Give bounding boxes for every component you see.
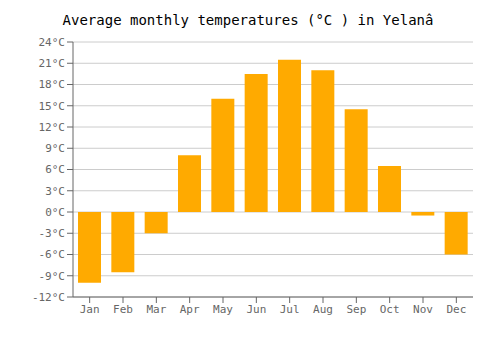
svg-text:Oct: Oct — [380, 303, 400, 316]
svg-text:Dec: Dec — [446, 303, 466, 316]
svg-text:3°C: 3°C — [45, 185, 65, 198]
svg-text:May: May — [213, 303, 233, 316]
svg-text:Sep: Sep — [346, 303, 366, 316]
svg-text:-6°C: -6°C — [39, 248, 66, 261]
svg-text:Nov: Nov — [413, 303, 433, 316]
svg-text:Mar: Mar — [146, 303, 166, 316]
svg-text:Jul: Jul — [280, 303, 300, 316]
svg-text:Jun: Jun — [246, 303, 266, 316]
svg-text:0°C: 0°C — [45, 206, 65, 219]
svg-text:12°C: 12°C — [39, 121, 66, 134]
svg-text:Aug: Aug — [313, 303, 333, 316]
svg-text:24°C: 24°C — [39, 36, 66, 49]
svg-text:21°C: 21°C — [39, 57, 66, 70]
svg-text:Apr: Apr — [180, 303, 200, 316]
svg-text:-3°C: -3°C — [39, 227, 66, 240]
html-text:Average monthly temperatures (: Average monthly temperatures (°C ) in Ye… — [62, 12, 434, 28]
svg-text:9°C: 9°C — [45, 142, 65, 155]
svg-text:Feb: Feb — [113, 303, 133, 316]
svg-text:-12°C: -12°C — [32, 291, 65, 304]
svg-text:Jan: Jan — [80, 303, 100, 316]
svg-text:15°C: 15°C — [39, 100, 66, 113]
svg-text:6°C: 6°C — [45, 163, 65, 176]
svg-text:-9°C: -9°C — [39, 270, 66, 283]
svg-text:18°C: 18°C — [39, 78, 66, 91]
